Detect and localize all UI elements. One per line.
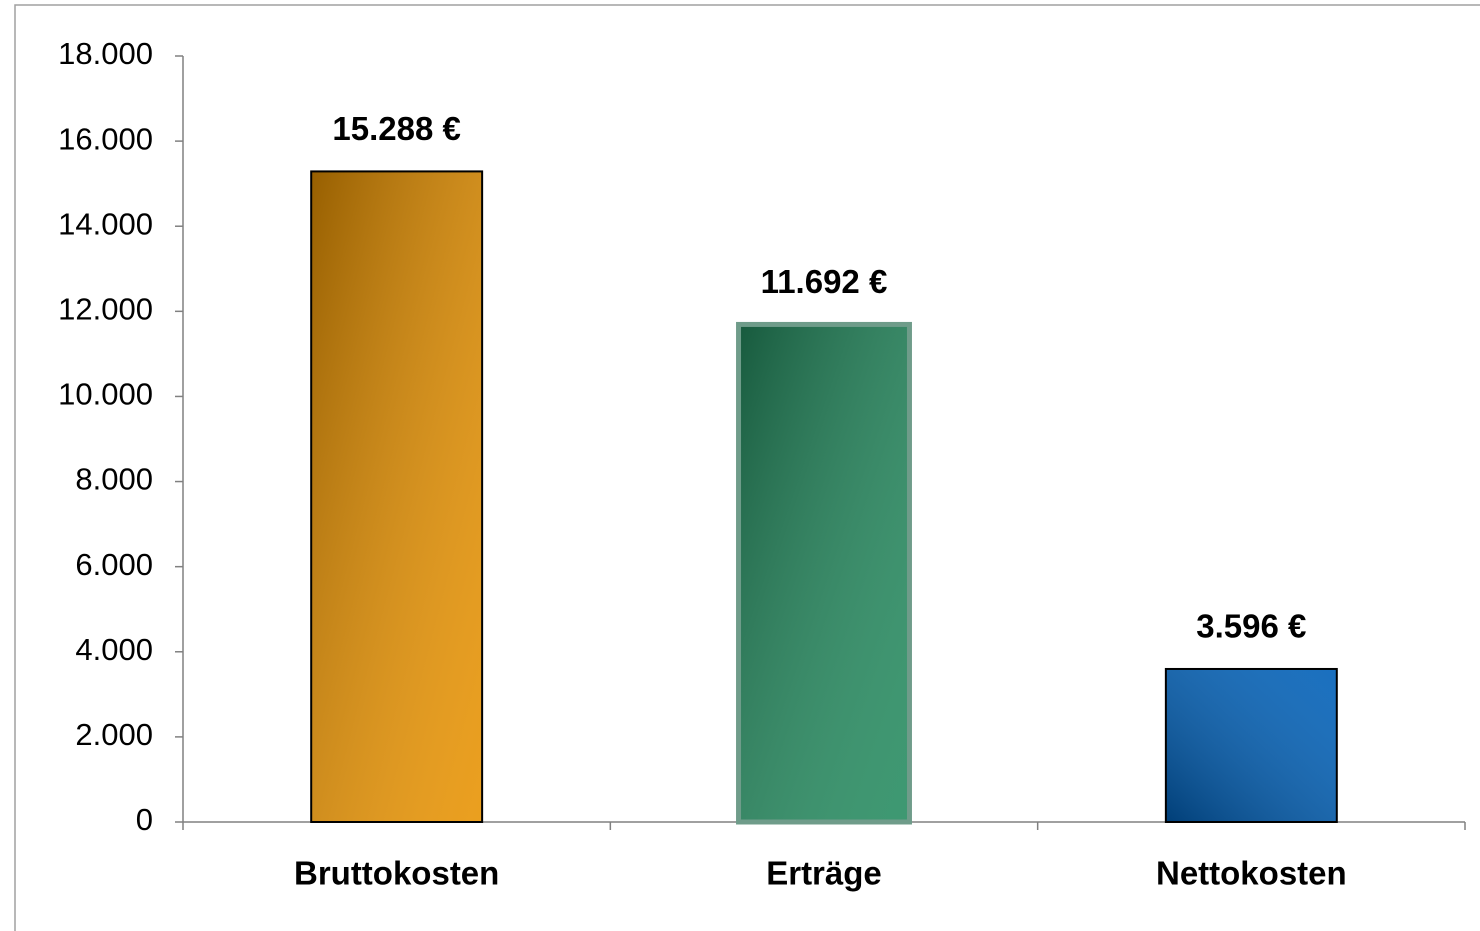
bar-shade	[1165, 668, 1337, 822]
frame	[14, 4, 1480, 931]
bar-shade	[738, 324, 910, 822]
y-tick-label: 4.000	[75, 632, 153, 667]
y-tick-label: 8.000	[75, 462, 153, 497]
y-tick-label: 6.000	[75, 547, 153, 582]
x-tick-label: Bruttokosten	[294, 855, 499, 892]
bar-edge	[1164, 667, 1338, 823]
x-tick-label: Nettokosten	[1156, 855, 1347, 892]
bar-shade	[311, 171, 483, 823]
y-tick-label: 2.000	[75, 717, 153, 752]
value-label: 11.692 €	[761, 263, 888, 300]
y-tick-label: 18.000	[58, 36, 153, 71]
y-tick-label: 16.000	[58, 121, 153, 156]
x-tick-label: Erträge	[766, 855, 882, 892]
y-tick-label: 10.000	[58, 377, 153, 412]
value-label: 3.596 €	[1196, 608, 1306, 645]
y-tick-label: 0	[136, 802, 153, 837]
y-tick-label: 14.000	[58, 206, 153, 241]
bar-edge	[736, 321, 912, 825]
value-label: 15.288 €	[332, 110, 460, 147]
bar-edge	[310, 170, 484, 824]
y-tick-label: 12.000	[58, 292, 153, 327]
